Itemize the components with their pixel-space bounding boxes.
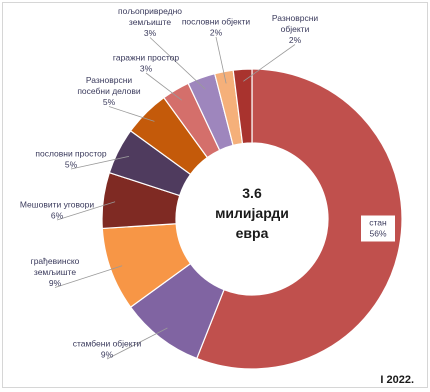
donut-chart: стан 56% стамбени објекти 9% грађевинско земљ… (20, 6, 414, 386)
slice-label-7: пољопривредно земљиште 3% (118, 6, 182, 38)
leader-line-7 (149, 37, 206, 90)
center-line-1: 3.6 (242, 185, 262, 201)
center-line-2: милијарди (215, 205, 289, 221)
leader-line-4 (70, 155, 130, 170)
leader-line-2 (54, 265, 123, 288)
slice-9 (232, 68, 253, 145)
leader-line-1 (106, 327, 168, 360)
slice-label-bg-0 (361, 215, 395, 242)
leader-line-8 (215, 36, 227, 84)
slice-0 (196, 68, 403, 370)
leader-line-3 (56, 201, 116, 221)
slice-label-6: гаражни простор 3% (113, 53, 179, 74)
chart-frame: стан 56% стамбени објекти 9% грађевинско земљ… (2, 2, 428, 388)
period-label: I 2022. (380, 374, 414, 386)
slice-label-1: стамбени објекти 9% (73, 339, 142, 360)
slice-label-3: Мешовити уговори 6% (20, 200, 94, 221)
leader-line-6 (145, 72, 182, 101)
slice-label-8: пословни објекти 2% (182, 17, 251, 38)
slice-label-4: пословни простор 5% (35, 149, 107, 170)
slice-label-9: Разноврсни објекти 2% (272, 13, 319, 45)
slice-label-2: грађевинско земљиште 9% (31, 256, 80, 288)
center-line-3: евра (236, 225, 269, 241)
slice-label-5: Разноврсни посебни делови 5% (77, 75, 141, 107)
slice-label-0: стан 56% (369, 218, 387, 239)
leader-line-5 (108, 106, 155, 122)
leader-line-9 (243, 44, 296, 82)
